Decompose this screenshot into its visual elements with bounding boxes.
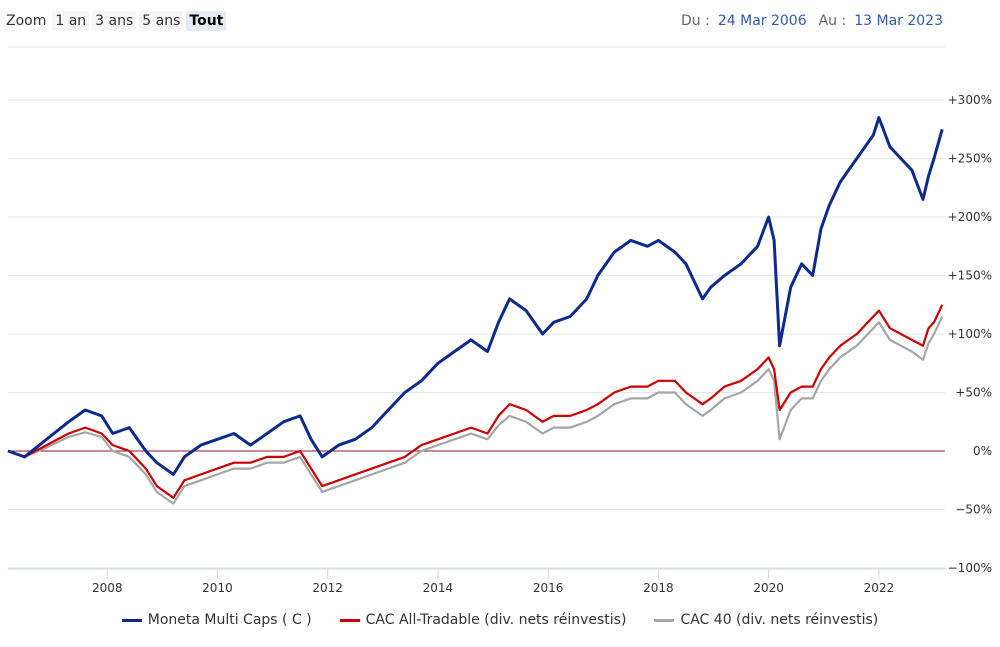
date-range: Du : 24 Mar 2006 Au : 13 Mar 2023 — [681, 10, 943, 32]
y-tick-label: −100% — [948, 561, 992, 575]
x-tick-label: 2010 — [202, 581, 233, 595]
y-tick-label: +100% — [948, 327, 992, 341]
zoom-button-1-year[interactable]: 1 an — [52, 11, 90, 31]
x-tick-label: 2016 — [533, 581, 564, 595]
from-date-label: Du : — [681, 13, 710, 29]
x-axis — [8, 568, 945, 579]
y-tick-label: +150% — [948, 269, 992, 283]
grid — [8, 46, 945, 569]
legend: Moneta Multi Caps ( C ) CAC All-Tradable… — [0, 612, 1000, 628]
zoom-label: Zoom — [6, 13, 47, 29]
x-tick-label: 2008 — [92, 581, 123, 595]
series-line-cac-all-tradable — [7, 304, 944, 499]
legend-swatch-cac-all-tradable — [339, 618, 360, 622]
legend-label-cac-all-tradable: CAC All-Tradable (div. nets réinvestis) — [365, 612, 627, 628]
legend-label-moneta: Moneta Multi Caps ( C ) — [147, 612, 312, 628]
x-tick-label: 2022 — [864, 581, 895, 595]
y-tick-label: +50% — [955, 386, 992, 400]
zoom-button-5-years[interactable]: 5 ans — [139, 11, 184, 31]
axis-labels: +300% +250% +200% +150% +100% +50% 0% −50% −100%… — [92, 93, 992, 595]
legend-item-cac40[interactable]: CAC 40 (div. nets réinvestis) — [654, 612, 878, 628]
legend-item-moneta[interactable]: Moneta Multi Caps ( C ) — [121, 612, 312, 628]
legend-label-cac40: CAC 40 (div. nets réinvestis) — [680, 612, 879, 628]
x-tick-label: 2014 — [423, 581, 454, 595]
legend-swatch-cac40 — [654, 618, 675, 622]
performance-chart: +300% +250% +200% +150% +100% +50% 0% −50% −100%… — [7, 46, 992, 595]
x-tick-label: 2012 — [312, 581, 343, 595]
y-tick-label: −50% — [955, 503, 992, 517]
zoom-button-3-years[interactable]: 3 ans — [92, 11, 137, 31]
series-line-moneta — [7, 116, 944, 476]
series-lines — [7, 116, 944, 505]
x-tick-label: 2020 — [753, 581, 784, 595]
x-tick-label: 2018 — [643, 581, 674, 595]
to-date-label: Au : — [818, 13, 847, 29]
y-tick-label: +250% — [948, 152, 992, 166]
y-tick-label: +200% — [948, 210, 992, 224]
y-tick-label: +300% — [948, 93, 992, 107]
zoom-button-all[interactable]: Tout — [186, 11, 227, 31]
y-tick-label: 0% — [973, 444, 992, 458]
legend-swatch-moneta — [121, 618, 142, 622]
from-date-input[interactable]: 24 Mar 2006 — [717, 13, 807, 29]
to-date-input[interactable]: 13 Mar 2023 — [854, 13, 943, 29]
legend-item-cac-all-tradable[interactable]: CAC All-Tradable (div. nets réinvestis) — [339, 612, 627, 628]
series-line-cac40 — [7, 316, 944, 505]
range-selector: Zoom 1 an 3 ans 5 ans Tout — [6, 10, 229, 32]
